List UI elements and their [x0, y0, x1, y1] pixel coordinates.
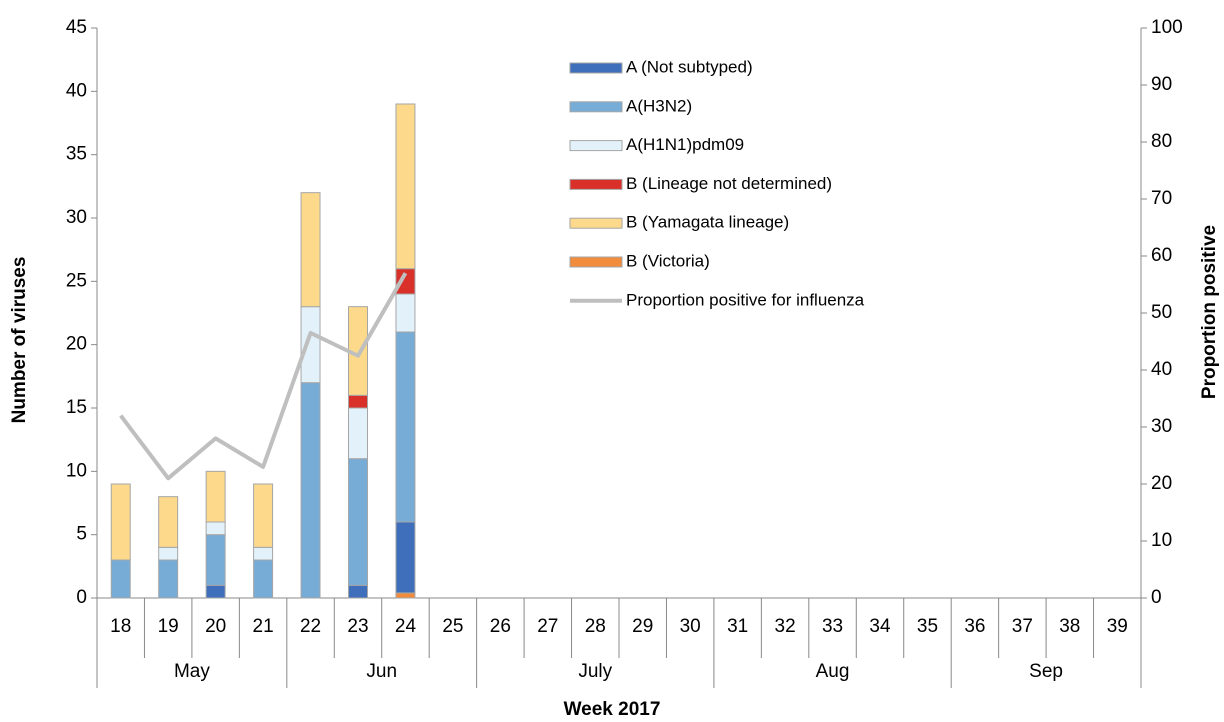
bar-segment	[300, 382, 321, 599]
bar-segment	[205, 521, 226, 536]
y-tick-label: 20	[66, 334, 87, 355]
y2-tick-label: 10	[1151, 530, 1172, 551]
y2-tick-label: 90	[1151, 74, 1172, 95]
x-tick-label: 30	[680, 616, 701, 637]
bar-segment	[158, 559, 179, 599]
group-label: July	[578, 661, 612, 682]
legend-swatch	[569, 217, 623, 229]
y2-tick-label: 80	[1151, 131, 1172, 152]
x-tick-label: 26	[490, 616, 511, 637]
x-tick-label: 32	[775, 616, 796, 637]
y-tick-label: 10	[66, 460, 87, 481]
y-tick-label: 45	[66, 17, 87, 38]
bar-segment	[253, 546, 274, 561]
x-tick-label: 31	[727, 616, 748, 637]
y2-tick-label: 0	[1151, 587, 1162, 608]
bar-segment	[205, 584, 226, 599]
bar-segment	[395, 521, 416, 594]
x-axis-title: Week 2017	[564, 699, 661, 720]
group-label: Aug	[816, 661, 850, 682]
legend-label: A (Not subtyped)	[626, 57, 753, 76]
x-tick-label: 25	[442, 616, 463, 637]
x-tick-label: 20	[205, 616, 226, 637]
legend-label: B (Yamagata lineage)	[626, 213, 789, 232]
group-label: Sep	[1029, 661, 1063, 682]
y2-tick-label: 50	[1151, 302, 1172, 323]
x-tick-label: 22	[300, 616, 321, 637]
legend-label: B (Lineage not determined)	[626, 174, 832, 193]
legend-swatch	[569, 256, 623, 268]
y-axis-title: Number of viruses	[9, 257, 30, 424]
x-tick-label: 38	[1059, 616, 1080, 637]
bar-segment	[110, 559, 131, 599]
bar-segment	[395, 592, 416, 599]
bar-segment	[205, 534, 226, 586]
legend-swatch	[569, 178, 623, 190]
y2-tick-label: 100	[1151, 17, 1183, 38]
group-label: Jun	[366, 661, 397, 682]
legend-swatch	[569, 101, 623, 113]
bar-segment	[205, 470, 226, 523]
x-tick-label: 24	[395, 616, 417, 637]
bar-segment	[158, 496, 179, 548]
y-tick-label: 30	[66, 207, 87, 228]
x-tick-label: 23	[347, 616, 368, 637]
x-tick-label: 36	[964, 616, 985, 637]
x-tick-label: 29	[632, 616, 653, 637]
x-tick-label: 33	[822, 616, 843, 637]
x-tick-label: 39	[1107, 616, 1128, 637]
legend-label: B (Victoria)	[626, 251, 710, 270]
x-tick-label: 27	[537, 616, 558, 637]
bar-segment	[300, 192, 321, 308]
x-tick-label: 37	[1012, 616, 1033, 637]
bar-segment	[300, 306, 321, 384]
y2-tick-label: 30	[1151, 416, 1172, 437]
y-tick-label: 15	[66, 397, 87, 418]
group-label: May	[174, 661, 210, 682]
bar-segment	[348, 407, 368, 460]
bar-segment	[158, 546, 179, 561]
y-tick-label: 0	[76, 587, 87, 608]
x-tick-label: 28	[585, 616, 606, 637]
x-tick-label: 35	[917, 616, 938, 637]
x-tick-label: 18	[110, 616, 131, 637]
x-tick-label: 34	[869, 616, 891, 637]
y2-tick-label: 60	[1151, 245, 1172, 266]
y2-tick-label: 70	[1151, 188, 1172, 209]
legend-label: A(H3N2)	[626, 96, 692, 115]
legend-label: Proportion positive for influenza	[626, 290, 865, 309]
y2-tick-label: 20	[1151, 473, 1172, 494]
y-tick-label: 5	[76, 524, 87, 545]
bar-segment	[110, 483, 131, 561]
y2-tick-label: 40	[1151, 359, 1172, 380]
legend-swatch	[569, 62, 623, 74]
legend-swatch	[569, 140, 623, 152]
line	[119, 272, 408, 481]
y-tick-label: 40	[66, 80, 87, 101]
y2-axis-title: Proportion positive	[1199, 225, 1220, 399]
bar-segment	[395, 293, 416, 333]
y-tick-label: 35	[66, 144, 87, 165]
x-tick-label: 21	[253, 616, 274, 637]
legend-label: A(H1N1)pdm09	[626, 135, 744, 154]
bar-segment	[348, 584, 368, 599]
bar-segment	[348, 458, 368, 586]
bar-segment	[253, 559, 274, 599]
bar-segment	[348, 394, 368, 409]
y-tick-label: 25	[66, 270, 87, 291]
bar-segment	[395, 331, 416, 523]
x-tick-label: 19	[158, 616, 179, 637]
bar-segment	[253, 483, 274, 548]
bar-segment	[395, 103, 416, 270]
